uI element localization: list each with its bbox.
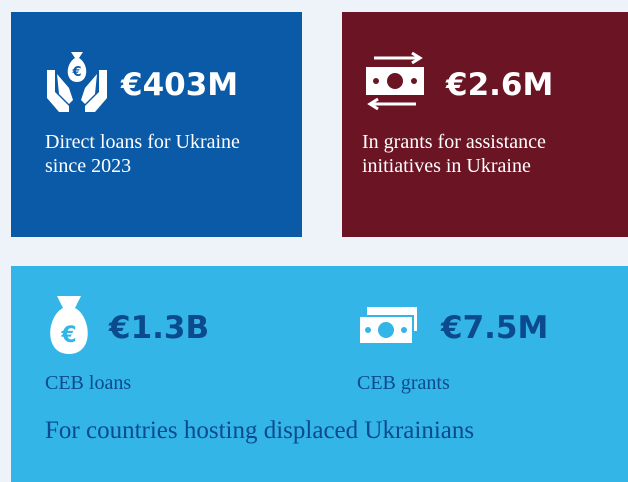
money-bag-icon: € <box>50 296 88 354</box>
label: CEB grants <box>357 372 450 394</box>
figure: €2.6M <box>446 67 554 103</box>
description: Direct loans for Ukraine since 2023 <box>45 131 240 177</box>
description: In grants for assistance initiatives in … <box>362 131 546 177</box>
transfer-icon <box>366 52 424 110</box>
hands-icon: € <box>47 52 107 112</box>
figure: €7.5M <box>441 310 549 346</box>
caption: For countries hosting displaced Ukrainia… <box>45 417 475 444</box>
grants-card: €2.6M In grants for assistance initiativ… <box>342 12 628 237</box>
label: CEB loans <box>45 372 132 394</box>
hosting-card: € €1.3B CEB loans €7.5M CEB grants For c… <box>11 266 628 482</box>
figure: €403M <box>121 67 239 103</box>
svg-text:€: € <box>60 323 76 348</box>
svg-text:€: € <box>71 65 81 80</box>
figure: €1.3B <box>109 310 210 346</box>
banknotes-icon <box>358 307 417 345</box>
loans-card: € €403M Direct loans for Ukraine since 2… <box>11 12 302 237</box>
